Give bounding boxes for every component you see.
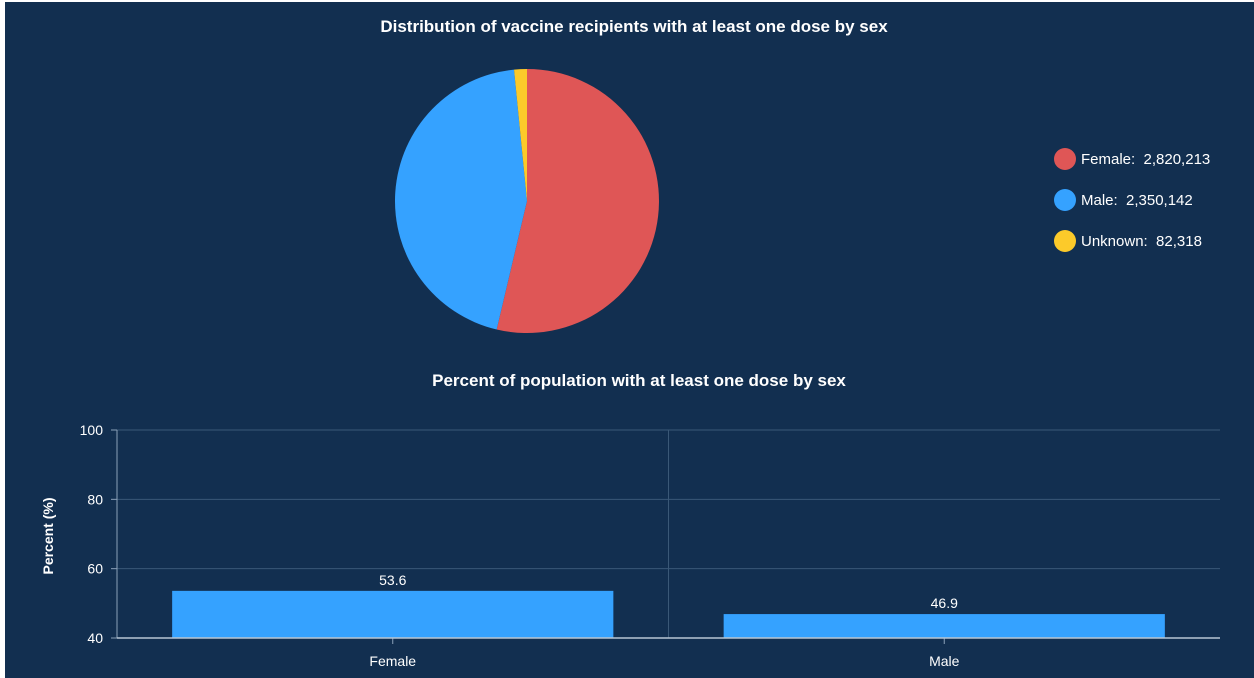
data-label-male: 46.9 [931,595,958,611]
pie-chart-title: Distribution of vaccine recipients with … [380,17,888,36]
pie-chart [394,69,659,333]
legend-label-female: Female: 2,820,213 [1081,151,1210,168]
data-label-female: 53.6 [379,572,406,588]
pie-slice-unknown[interactable] [514,69,527,201]
bar-female[interactable] [172,590,614,638]
bar-chart-title: Percent of population with at least one … [432,371,846,390]
bar-chart: 53.6 46.9 [172,572,1165,638]
legend-marker-male [1054,189,1076,211]
legend-marker-unknown [1054,230,1076,252]
chart-panel: Distribution of vaccine recipients with … [5,2,1254,678]
y-axis-title: Percent (%) [40,497,56,574]
y-tick-label-40: 40 [87,630,103,646]
bar-chart-grid [117,429,1220,638]
bar-chart-axes: 40 60 80 100 Female Male [80,422,1220,669]
charts-svg: Distribution of vaccine recipients with … [40,17,1220,669]
legend-marker-female [1054,148,1076,170]
pie-slice-male[interactable] [394,69,527,330]
y-tick-label-60: 60 [87,561,103,577]
x-tick-label-male: Male [929,653,960,669]
legend-label-unknown: Unknown: 82,318 [1081,233,1202,250]
y-tick-label-80: 80 [87,491,103,507]
pie-slice-female[interactable] [496,69,659,333]
bar-male[interactable] [723,614,1165,638]
y-tick-label-100: 100 [80,422,104,438]
x-tick-label-female: Female [369,653,416,669]
legend-label-male: Male: 2,350,142 [1081,192,1193,209]
pie-legend: Female: 2,820,213 Male: 2,350,142 Unknown:… [1054,148,1210,252]
